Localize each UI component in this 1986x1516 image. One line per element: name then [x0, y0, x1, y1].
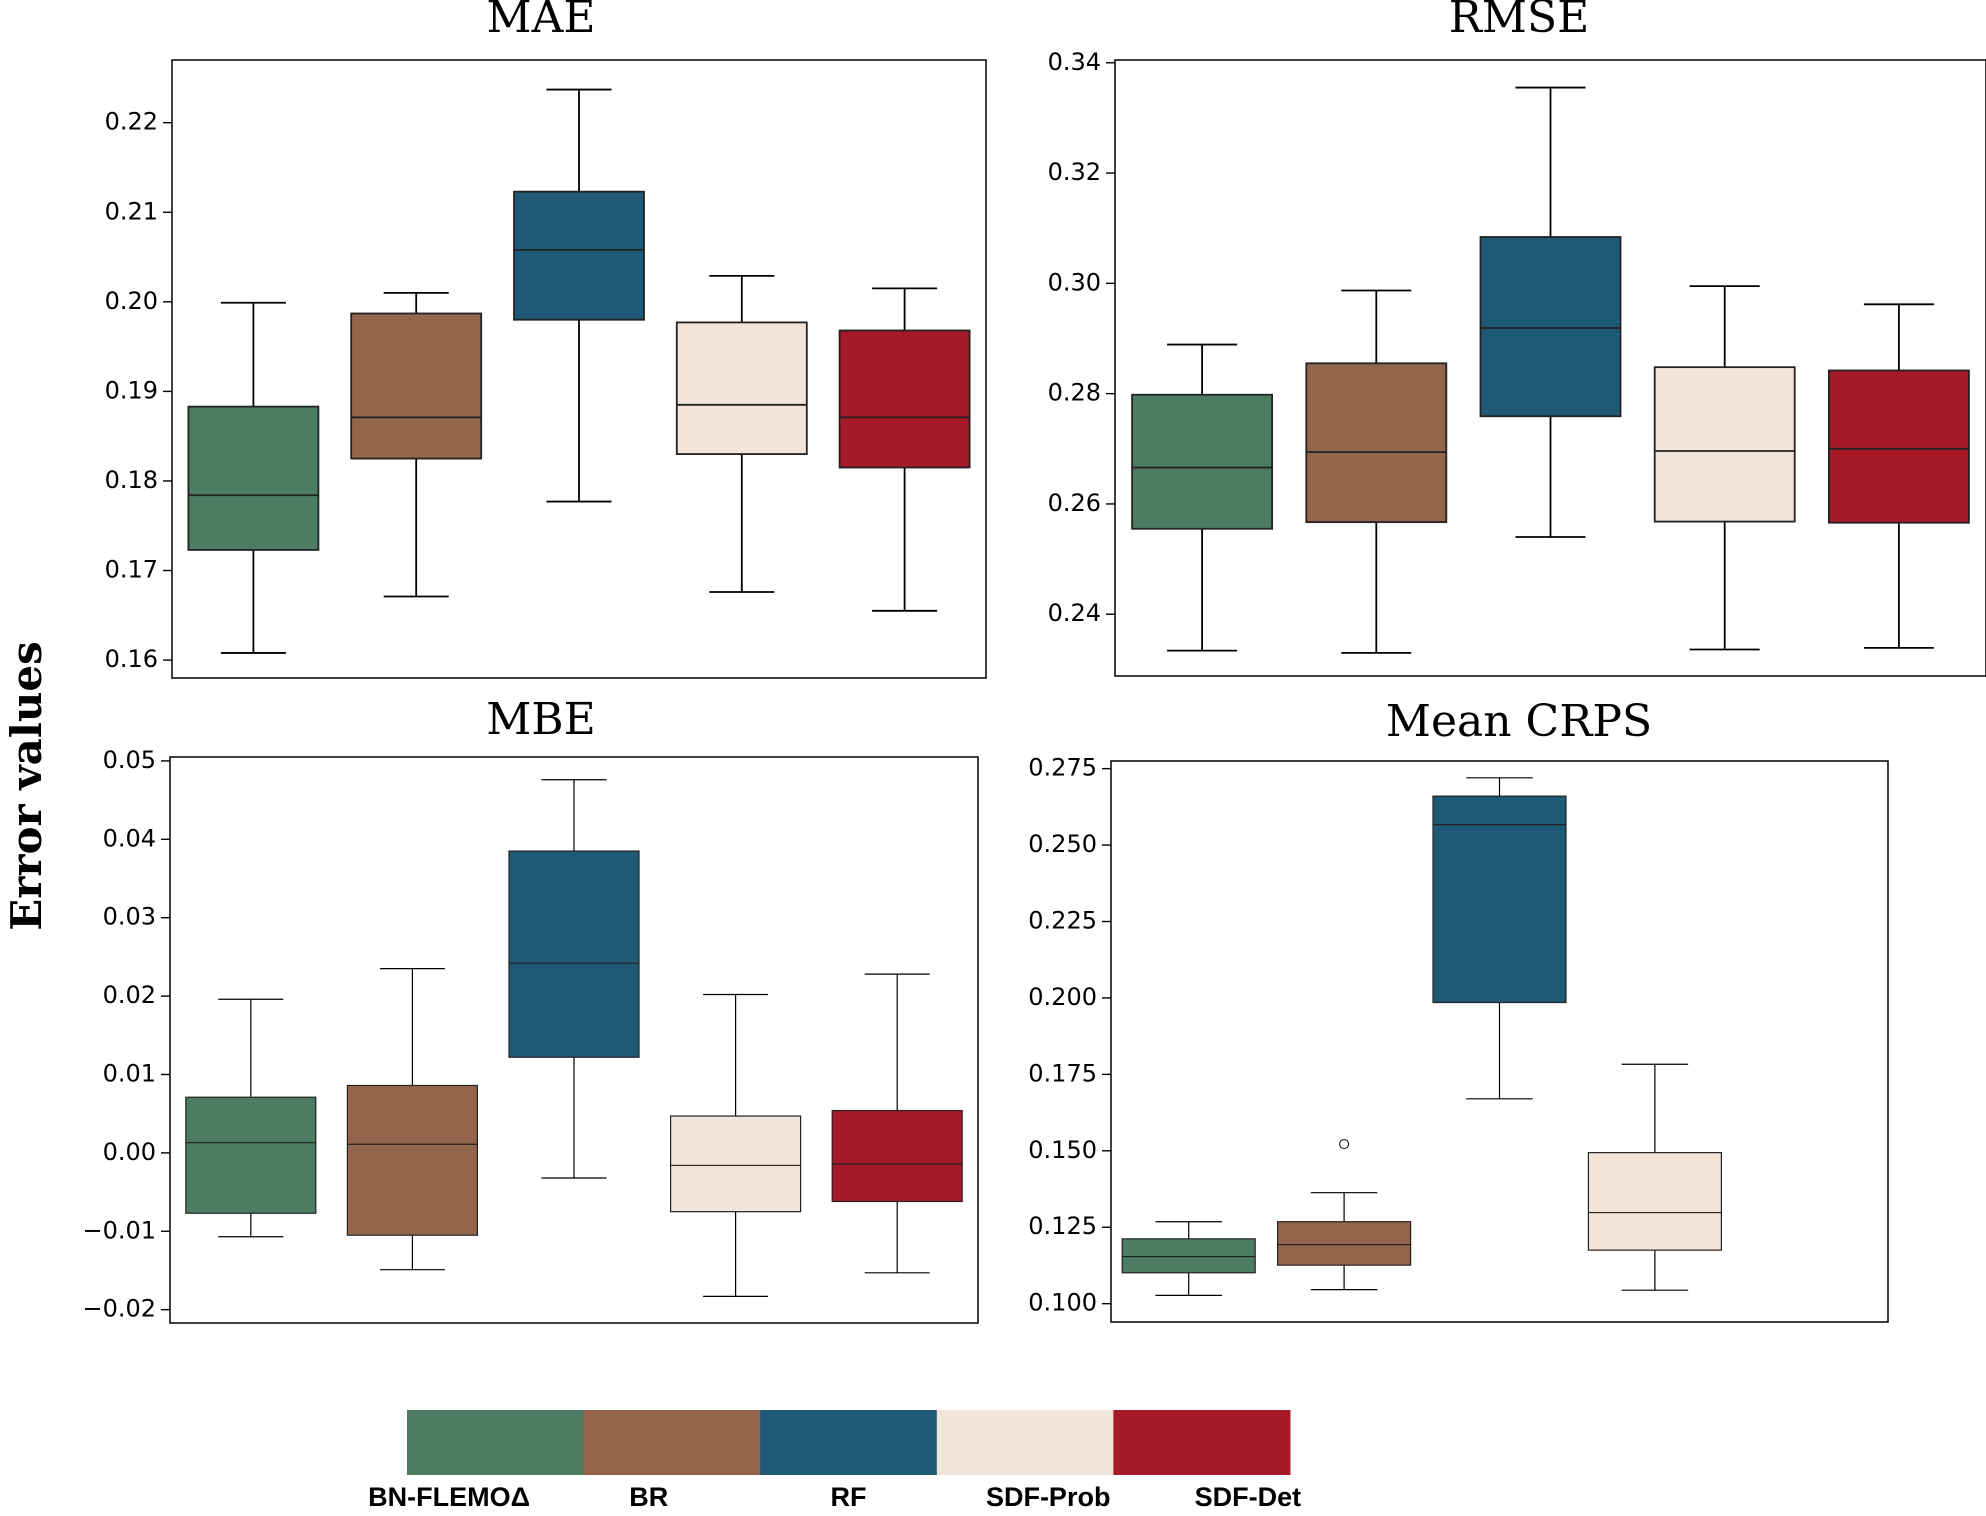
rmse-y-tick-label: 0.32	[1048, 158, 1101, 186]
iqr-box	[1121, 1238, 1256, 1274]
iqr-box	[350, 312, 483, 460]
mae-y-tick-label: 0.20	[105, 287, 158, 315]
mean-crps-plot-frame	[1110, 760, 1889, 1323]
panel-title-mbe: MBE	[486, 694, 596, 745]
mbe-box-sdf-det	[831, 973, 963, 1274]
mean-crps-box-bn-flemodelta	[1121, 1221, 1256, 1297]
rmse-plot-frame	[1114, 59, 1986, 677]
legend-label-bn-flemodelta: BN-FLEMOΔ	[368, 1482, 530, 1512]
mean-crps-y-tick-label: 0.150	[1028, 1136, 1097, 1164]
mbe-y-tick-label: 0.04	[103, 824, 156, 852]
legend-swatch-sdf-det	[1113, 1410, 1291, 1475]
mae-y-tick-label: 0.16	[105, 645, 158, 673]
legend-label-br: BR	[629, 1482, 668, 1512]
mbe-y-tick-label: −0.01	[82, 1216, 156, 1244]
legend: BN-FLEMOΔ BR RF SDF-Prob SDF-Det	[368, 1410, 1301, 1512]
rmse-y-tick-label: 0.26	[1048, 489, 1101, 517]
rmse-box-sdf-det	[1828, 303, 1970, 649]
mbe-box-br	[346, 968, 478, 1271]
mae-y-tick-label: 0.19	[105, 376, 158, 404]
iqr-box	[1305, 362, 1448, 524]
mean-crps-y-tick-label: 0.250	[1028, 830, 1097, 858]
mean-crps-box-sdf-prob	[1587, 1063, 1723, 1291]
iqr-box	[838, 329, 971, 469]
panel-mae: MAE 0.16 0.17 0.18 0.19 0.20 0.21 0.22	[105, 0, 987, 679]
mbe-y-tick-label: 0.05	[103, 746, 156, 774]
legend-label-sdf-prob: SDF-Prob	[986, 1482, 1111, 1512]
mean-crps-y-tick-label: 0.275	[1028, 754, 1097, 782]
mean-crps-box-br	[1276, 1138, 1412, 1291]
mae-box-bn-flemodelta	[187, 301, 320, 654]
mean-crps-y-tick-label: 0.175	[1028, 1059, 1097, 1087]
rmse-box-sdf-prob	[1653, 285, 1796, 651]
iqr-box	[669, 1115, 802, 1213]
panel-title-mae: MAE	[487, 0, 596, 43]
legend-swatch-rf	[760, 1410, 938, 1475]
iqr-box	[1828, 369, 1970, 524]
iqr-box	[1432, 795, 1567, 1004]
mbe-y-tick-label: −0.02	[82, 1295, 156, 1323]
iqr-box	[513, 190, 645, 321]
mae-plot-frame	[171, 59, 987, 679]
iqr-box	[1587, 1152, 1723, 1251]
iqr-box	[508, 850, 640, 1058]
mbe-y-tick-label: 0.03	[103, 903, 156, 931]
mae-box-sdf-det	[838, 287, 971, 612]
figure-y-label: Error values	[2, 641, 51, 931]
iqr-box	[1479, 236, 1622, 418]
rmse-box-br	[1305, 289, 1448, 654]
mean-crps-box-rf	[1432, 777, 1567, 1100]
iqr-box	[187, 405, 320, 551]
panel-mean-crps: Mean CRPS 0.100 0.125 0.150 0.175 0.200 0.225…	[1028, 696, 1889, 1323]
rmse-y-tick-label: 0.28	[1048, 379, 1101, 407]
legend-label-sdf-det: SDF-Det	[1195, 1482, 1302, 1512]
panel-title-rmse: RMSE	[1449, 0, 1589, 43]
legend-swatch-bn-flemodelta	[407, 1410, 585, 1475]
iqr-box	[1131, 393, 1273, 530]
mae-box-rf	[513, 88, 645, 503]
mbe-box-bn-flemodelta	[185, 998, 317, 1238]
mae-y-tick-label: 0.18	[105, 466, 158, 494]
mbe-box-sdf-prob	[669, 993, 802, 1297]
rmse-y-tick-label: 0.34	[1048, 48, 1101, 76]
iqr-box	[675, 321, 808, 455]
mean-crps-y-tick-label: 0.100	[1028, 1289, 1097, 1317]
legend-swatch-sdf-prob	[936, 1410, 1114, 1475]
mean-crps-y-tick-label: 0.200	[1028, 983, 1097, 1011]
outlier-point	[1338, 1138, 1350, 1150]
iqr-box	[346, 1084, 478, 1236]
mae-y-tick-label: 0.21	[105, 197, 158, 225]
mae-y-tick-label: 0.17	[105, 556, 158, 584]
rmse-y-tick-label: 0.24	[1048, 599, 1101, 627]
mbe-box-rf	[508, 779, 640, 1179]
mae-box-sdf-prob	[675, 274, 808, 593]
mae-y-tick-label: 0.22	[105, 108, 158, 136]
mean-crps-y-tick-label: 0.125	[1028, 1212, 1097, 1240]
mbe-plot-frame	[169, 756, 979, 1324]
mbe-y-tick-label: 0.00	[103, 1138, 156, 1166]
iqr-box	[1653, 366, 1796, 523]
mae-box-br	[350, 291, 483, 598]
rmse-box-rf	[1479, 86, 1622, 538]
mean-crps-y-tick-label: 0.225	[1028, 907, 1097, 935]
legend-label-rf: RF	[831, 1482, 867, 1512]
mbe-y-tick-label: 0.01	[103, 1059, 156, 1087]
panel-mbe: MBE −0.02 −0.01 0.00 0.01 0.02 0.03 0.04 0.05	[82, 694, 979, 1324]
rmse-box-bn-flemodelta	[1131, 343, 1273, 652]
panel-title-mean-crps: Mean CRPS	[1386, 696, 1652, 747]
iqr-box	[831, 1109, 963, 1203]
iqr-box	[1276, 1221, 1412, 1266]
legend-swatch-br	[583, 1410, 761, 1475]
panel-rmse: RMSE 0.24 0.26 0.28 0.30 0.32 0.34	[1048, 0, 1986, 677]
rmse-y-tick-label: 0.30	[1048, 268, 1101, 296]
iqr-box	[185, 1096, 317, 1214]
mbe-y-tick-label: 0.02	[103, 981, 156, 1009]
